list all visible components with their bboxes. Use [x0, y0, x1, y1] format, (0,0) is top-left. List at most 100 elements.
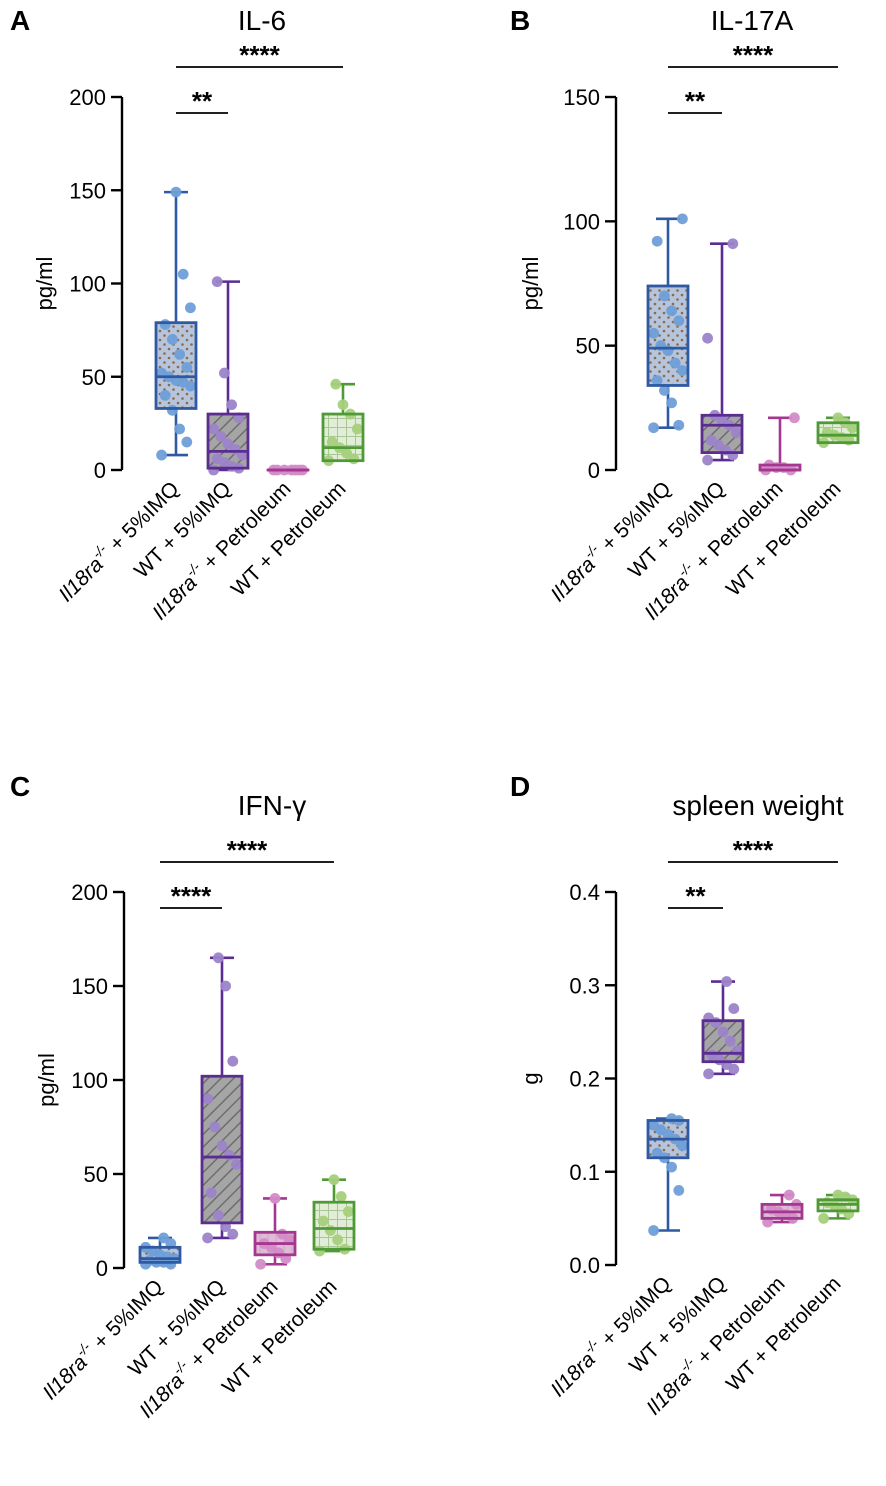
data-point [727, 238, 739, 250]
data-point [205, 1187, 217, 1199]
significance-label: **** [733, 835, 774, 865]
box-outline [154, 321, 198, 410]
data-point [202, 1232, 214, 1244]
y-tick-label: 50 [82, 365, 106, 390]
y-tick-label: 50 [576, 334, 600, 359]
data-point [673, 1185, 685, 1196]
data-point [167, 404, 178, 416]
y-tick-label: 150 [69, 178, 106, 203]
data-point [219, 367, 230, 379]
chart-title: IL-6 [238, 5, 286, 36]
data-point [220, 980, 232, 992]
data-point [717, 1026, 729, 1038]
y-tick-label: 0.1 [569, 1160, 600, 1185]
data-point [227, 1055, 239, 1067]
data-point [724, 1035, 736, 1047]
data-point [211, 276, 223, 288]
box-group [700, 238, 744, 466]
data-point [666, 397, 677, 409]
box-group [266, 464, 310, 476]
box-outline [700, 413, 744, 454]
data-point [181, 436, 193, 448]
data-point [731, 427, 742, 439]
y-axis-label: pg/ml [34, 1053, 59, 1107]
data-point [213, 1209, 224, 1221]
significance-label: ** [685, 86, 706, 116]
box-group [312, 1174, 356, 1257]
data-point [185, 302, 196, 314]
data-point [202, 1093, 214, 1105]
data-point [648, 1225, 659, 1236]
data-point [325, 1225, 336, 1236]
data-point [177, 268, 189, 280]
data-point [651, 375, 663, 386]
data-point [269, 1193, 281, 1204]
panel-letter: A [10, 5, 30, 36]
data-point [231, 1159, 242, 1170]
y-tick-label: 0 [588, 458, 600, 483]
data-point [677, 213, 688, 225]
data-point [789, 412, 800, 424]
data-point [159, 390, 171, 401]
significance-label: ** [192, 86, 213, 116]
y-tick-label: 0.3 [569, 973, 600, 998]
data-point [666, 1161, 677, 1173]
y-tick-label: 150 [71, 974, 108, 999]
box-group [646, 213, 690, 434]
significance-label: **** [227, 835, 268, 865]
y-tick-label: 50 [84, 1162, 108, 1187]
box-outline [312, 1200, 356, 1251]
data-point [669, 357, 681, 369]
box-group [253, 1193, 297, 1270]
data-point [728, 1003, 740, 1014]
data-point [326, 436, 338, 448]
data-point [651, 235, 663, 247]
data-point [255, 1258, 266, 1270]
significance-label: **** [733, 40, 774, 70]
data-point [666, 305, 677, 317]
y-tick-label: 100 [71, 1068, 108, 1093]
y-tick-label: 100 [563, 209, 600, 234]
data-point [174, 348, 186, 360]
data-point [832, 412, 844, 424]
box-group [321, 378, 365, 467]
data-point [170, 186, 182, 198]
data-point [706, 1049, 718, 1061]
data-point [223, 1149, 235, 1161]
panel-c: C IFN-γ 0 50 100 150 200 pg/ml Il18ra-/- + 5%IMQ… [10, 771, 356, 1423]
data-point [330, 378, 342, 390]
data-point [208, 464, 220, 476]
y-tick-label: 0.2 [569, 1067, 600, 1092]
data-point [721, 976, 732, 987]
data-point [211, 453, 223, 465]
data-point [227, 1228, 239, 1240]
y-tick-label: 150 [563, 85, 600, 110]
box-group [816, 412, 860, 449]
data-point [343, 1206, 354, 1217]
data-point [352, 423, 363, 435]
data-point [208, 423, 220, 435]
data-point [158, 1232, 170, 1244]
box-group [138, 1232, 182, 1270]
data-point [705, 434, 717, 446]
box-outline [816, 421, 860, 445]
data-point [651, 1147, 663, 1159]
y-axis-label: pg/ml [32, 257, 57, 311]
y-tick-label: 0.4 [569, 880, 600, 905]
chart-title: spleen weight [672, 790, 843, 821]
box-group [154, 186, 198, 461]
box-group [701, 976, 745, 1080]
chart-title: IFN-γ [238, 790, 306, 821]
data-point [648, 327, 659, 339]
data-point [174, 423, 186, 435]
box-outline [200, 1074, 244, 1225]
data-point [226, 399, 238, 411]
data-point [222, 438, 234, 450]
y-tick-label: 0 [96, 1256, 108, 1281]
data-point [702, 454, 713, 466]
data-point [215, 431, 227, 442]
